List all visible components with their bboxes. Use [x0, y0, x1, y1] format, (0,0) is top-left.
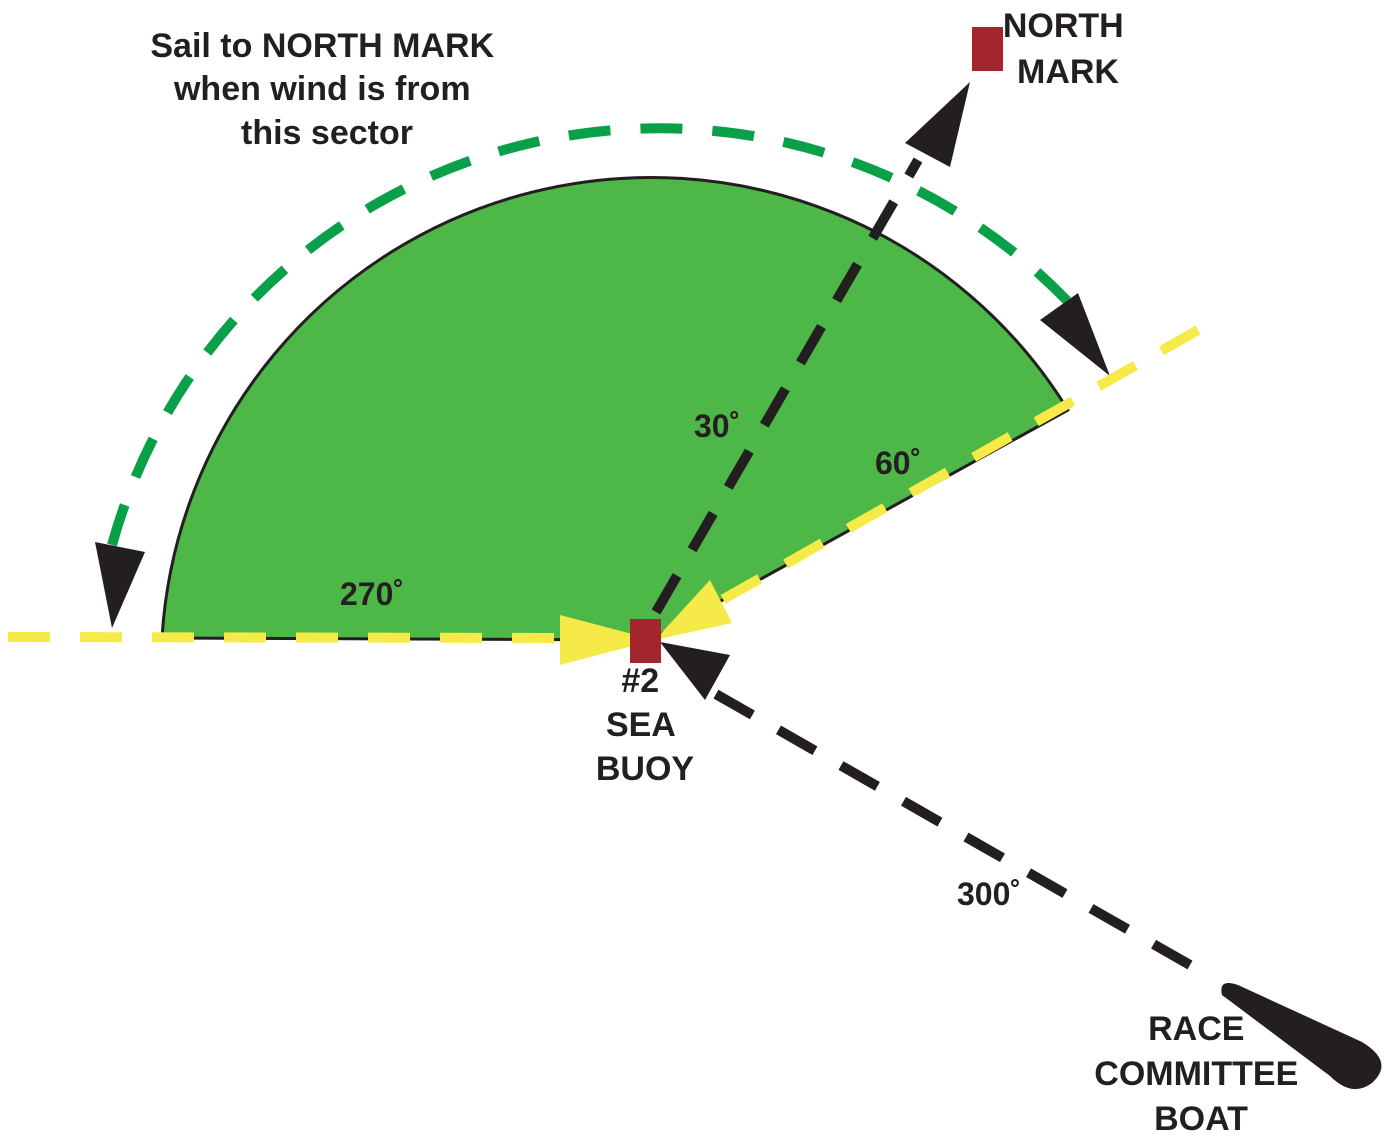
bearing-60-label: 60˚ — [875, 445, 921, 481]
north-mark-icon — [972, 27, 1003, 71]
bearing-270-line — [7, 632, 566, 643]
bearing-60-line — [719, 325, 1201, 605]
sector-arc-dashed — [107, 123, 1089, 547]
bearing-270-arrowhead — [560, 615, 655, 665]
course-30-arrowhead — [905, 82, 970, 167]
committee-boat-label: RACE COMMITTEE BOAT — [1094, 1010, 1307, 1136]
sector-arc-arrowhead-right — [1040, 293, 1110, 376]
sea-buoy-icon — [630, 619, 661, 663]
course-30-line — [651, 157, 923, 615]
north-mark-label: NORTH MARK — [1003, 7, 1133, 91]
bearing-60-arrowhead — [655, 580, 732, 640]
course-300-line — [697, 680, 1193, 970]
bearing-30-label: 30˚ — [694, 408, 740, 444]
sector-caption: Sail to NORTH MARK when wind is from thi… — [150, 27, 503, 152]
bearing-300-label: 300˚ — [957, 876, 1021, 912]
sea-buoy-label: #2 SEA BUOY — [596, 662, 695, 788]
sector-arc-arrowhead-left — [95, 542, 145, 628]
course-300-arrowhead — [660, 642, 730, 700]
committee-boat-icon — [1221, 982, 1382, 1090]
wind-sector — [160, 176, 1070, 642]
bearing-270-label: 270˚ — [340, 576, 404, 612]
